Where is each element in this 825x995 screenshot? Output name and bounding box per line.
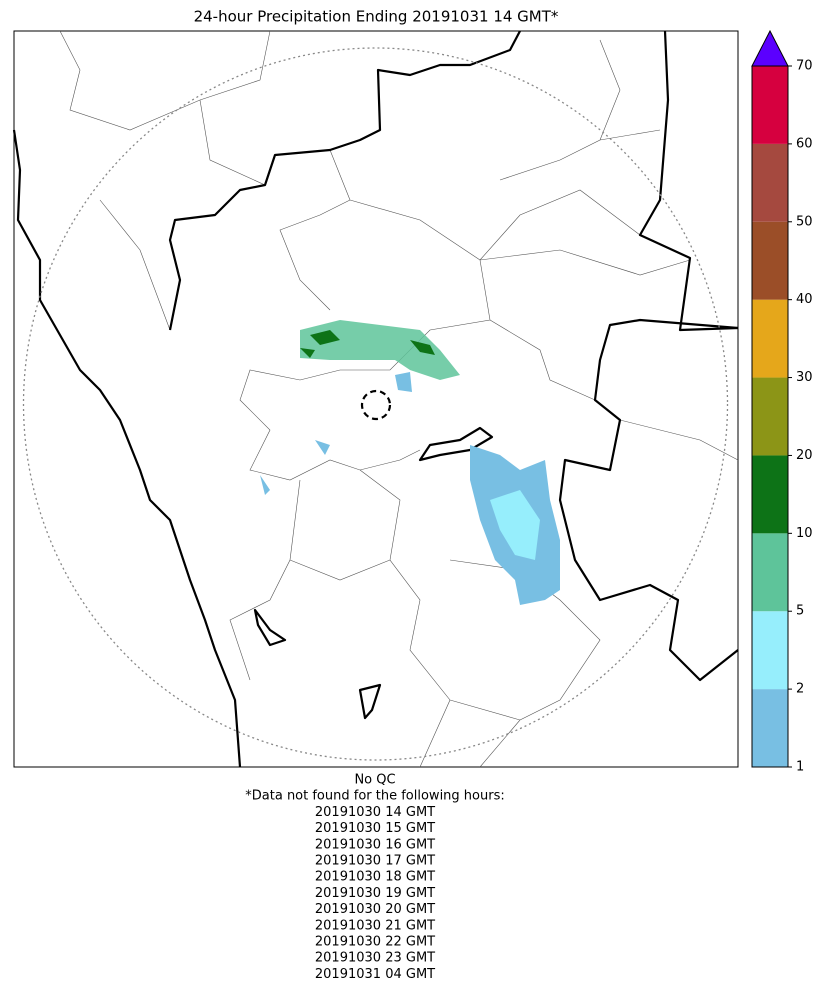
note-line: 20191030 19 GMT xyxy=(315,886,435,901)
tick-label: 10 xyxy=(796,526,813,541)
tick-label: 5 xyxy=(796,604,804,619)
tick-label: 40 xyxy=(796,292,813,307)
colorbar-segment xyxy=(752,143,788,222)
tick-label: 20 xyxy=(796,448,813,463)
tick-label: 2 xyxy=(796,682,804,697)
colorbar-frame xyxy=(751,65,789,768)
note-line: 20191030 15 GMT xyxy=(315,821,435,836)
colorbar-segment xyxy=(752,299,788,378)
note-line: 20191030 20 GMT xyxy=(315,902,435,917)
map-title: 24-hour Precipitation Ending 20191031 14… xyxy=(194,8,559,26)
colorbar-extend xyxy=(751,29,789,67)
note-line: No QC xyxy=(354,773,395,788)
note-line: 20191030 21 GMT xyxy=(315,918,435,933)
colorbar-segment xyxy=(752,533,788,612)
tick-label: 60 xyxy=(796,136,813,151)
colorbar-segment xyxy=(752,689,788,767)
note-line: 20191030 17 GMT xyxy=(315,854,435,869)
colorbar-segment xyxy=(752,66,788,144)
colorbar-segment xyxy=(752,221,788,300)
colorbar-segment xyxy=(752,611,788,690)
note-line: 20191030 22 GMT xyxy=(315,935,435,950)
map xyxy=(12,30,739,768)
tick-label: 30 xyxy=(796,370,813,385)
note-line: 20191030 18 GMT xyxy=(315,870,435,885)
colorbar-segment xyxy=(752,455,788,534)
tick-label: 50 xyxy=(796,214,813,229)
colorbar-segment xyxy=(752,377,788,456)
colorbar: 1 2 5 10 20 30 40 50 60 70 xyxy=(751,29,813,775)
note-line: *Data not found for the following hours: xyxy=(245,789,504,804)
tick-label: 1 xyxy=(796,760,804,775)
note-line: 20191030 14 GMT xyxy=(315,805,435,820)
notes: No QC*Data not found for the following h… xyxy=(245,773,504,982)
note-line: 20191031 04 GMT xyxy=(315,967,435,982)
note-line: 20191030 16 GMT xyxy=(315,837,435,852)
note-line: 20191030 23 GMT xyxy=(315,951,435,966)
tick-label: 70 xyxy=(796,59,813,74)
